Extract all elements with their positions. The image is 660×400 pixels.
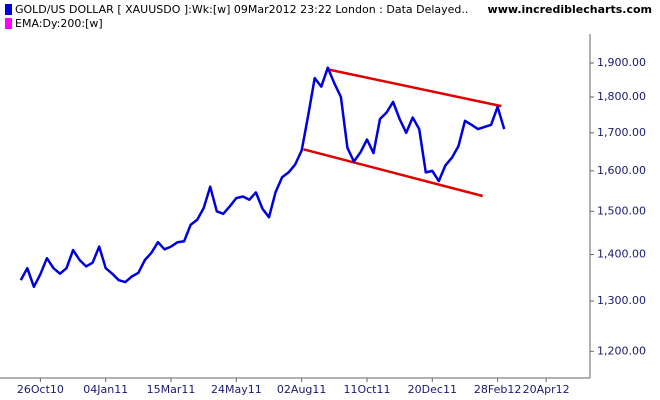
x-tick-label: 24May11 <box>211 383 262 396</box>
y-tick-label: 1,700.00 <box>597 126 646 139</box>
x-tick-label: 28Feb12 <box>474 383 521 396</box>
x-tick-label: 02Aug11 <box>277 383 326 396</box>
price-line <box>19 66 506 289</box>
x-tick-label: 04Jan11 <box>83 383 128 396</box>
x-tick-label: 11Oct11 <box>343 383 390 396</box>
trendline <box>303 148 484 198</box>
chart-title: GOLD/US DOLLAR [ XAUUSDO ]:Wk:[w] 09Mar2… <box>15 3 468 16</box>
y-tick-label: 1,300.00 <box>597 294 646 307</box>
y-tick-label: 1,400.00 <box>597 248 646 261</box>
y-tick-label: 1,200.00 <box>597 344 646 357</box>
trendline <box>327 68 502 108</box>
legend-label: EMA:Dy:200:[w] <box>15 17 103 30</box>
x-tick-label: 15Mar11 <box>147 383 196 396</box>
watermark: www.incrediblecharts.com <box>488 3 652 16</box>
y-tick-label: 1,500.00 <box>597 204 646 217</box>
y-tick-label: 1,600.00 <box>597 164 646 177</box>
legend-swatch <box>5 4 12 15</box>
y-tick-label: 1,800.00 <box>597 90 646 103</box>
y-tick-label: 1,900.00 <box>597 56 646 69</box>
x-tick-label: 20Apr12 <box>523 383 570 396</box>
legend-swatch <box>5 18 12 29</box>
x-tick-label: 20Dec11 <box>408 383 457 396</box>
x-tick-label: 26Oct10 <box>17 383 64 396</box>
